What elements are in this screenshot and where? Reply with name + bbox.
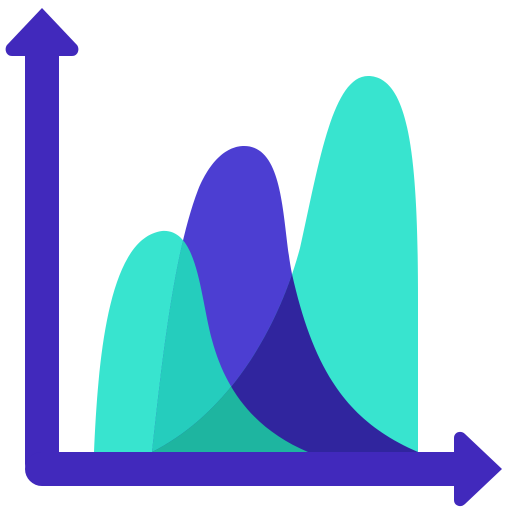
axes: [5, 8, 502, 507]
y-axis-arrowhead-icon: [5, 8, 79, 56]
x-axis-arrowhead-icon: [454, 431, 502, 507]
